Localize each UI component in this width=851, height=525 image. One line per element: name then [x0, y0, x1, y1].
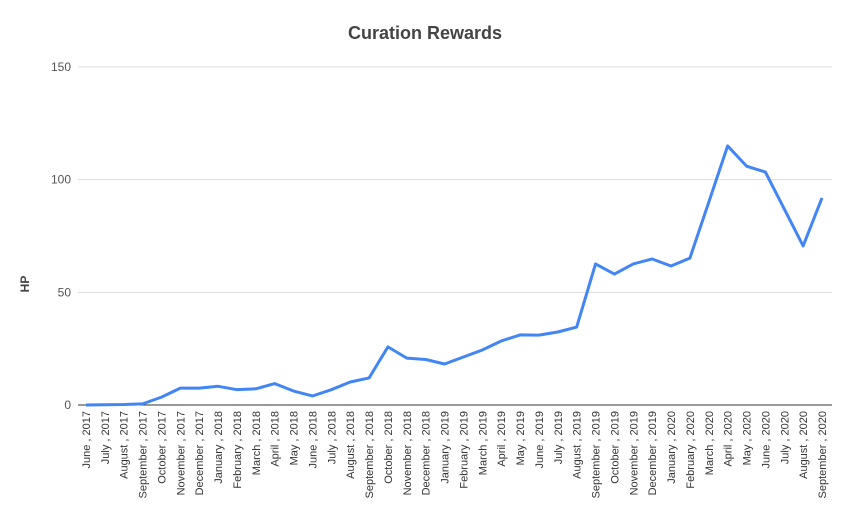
x-tick-label: December , 2019: [647, 411, 659, 495]
x-tick-label: August , 2017: [119, 411, 131, 479]
x-tick-label: January , 2019: [440, 411, 452, 484]
x-tick-label: September , 2020: [817, 411, 829, 498]
x-tick-label: November , 2018: [402, 411, 414, 495]
chart-title: Curation Rewards: [348, 23, 502, 43]
x-tick-label: February , 2019: [458, 411, 470, 489]
x-tick-label: February , 2020: [685, 411, 697, 489]
x-tick-label: August , 2018: [345, 411, 357, 479]
data-line: [85, 144, 824, 407]
x-tick-label: April , 2020: [723, 411, 735, 467]
x-tick-label: July , 2019: [553, 411, 565, 464]
x-tick-label: April , 2019: [496, 411, 508, 467]
x-tick-label: May , 2018: [289, 411, 301, 465]
x-tick-label: June , 2019: [534, 411, 546, 469]
x-tick-label: July , 2017: [100, 411, 112, 464]
x-tick-label: August , 2019: [572, 411, 584, 479]
y-tick-label: 100: [51, 173, 71, 187]
x-tick-label: June , 2018: [307, 411, 319, 469]
x-tick-label: August , 2020: [798, 411, 810, 479]
x-tick-label: January , 2020: [666, 411, 678, 484]
y-tick-label: 150: [51, 60, 71, 74]
x-tick-label: July , 2018: [326, 411, 338, 464]
x-tick-label: October , 2018: [383, 411, 395, 484]
x-tick-label: October , 2017: [156, 411, 168, 484]
x-tick-label: April , 2018: [270, 411, 282, 467]
y-tick-label: 50: [58, 285, 72, 299]
x-tick-label: June , 2020: [760, 411, 772, 469]
x-tick-label: December , 2017: [194, 411, 206, 495]
x-tick-label: June , 2017: [81, 411, 93, 469]
x-tick-label: September , 2018: [364, 411, 376, 498]
x-tick-label: November , 2017: [175, 411, 187, 495]
x-tick-label: March , 2019: [477, 411, 489, 475]
x-tick-label: December , 2018: [421, 411, 433, 495]
x-tick-label: September , 2017: [138, 411, 150, 498]
x-tick-label: February , 2018: [232, 411, 244, 489]
x-tick-label: January , 2018: [213, 411, 225, 484]
x-tick-label: November , 2019: [628, 411, 640, 495]
x-tick-label: March , 2020: [704, 411, 716, 475]
y-tick-label: 0: [64, 398, 71, 412]
x-tick-label: May , 2019: [515, 411, 527, 465]
x-tick-label: March , 2018: [251, 411, 263, 475]
x-tick-label: July , 2020: [779, 411, 791, 464]
x-tick-label: September , 2019: [591, 411, 603, 498]
y-axis-label: HP: [18, 276, 32, 293]
x-tick-label: October , 2019: [609, 411, 621, 484]
x-tick-label: May , 2020: [742, 411, 754, 465]
